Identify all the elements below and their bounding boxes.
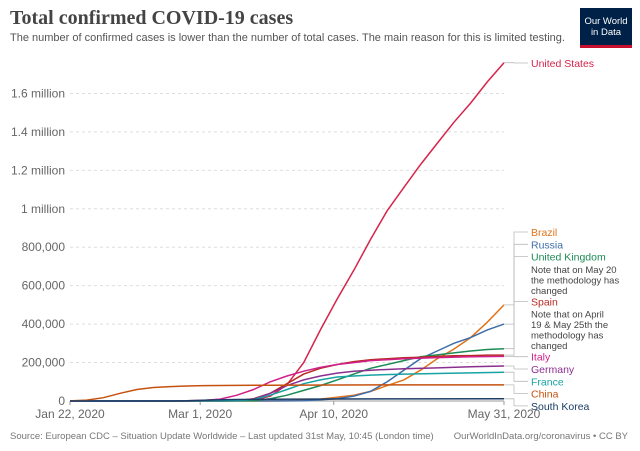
chart-subtitle: The number of confirmed cases is lower t… — [10, 32, 565, 44]
series-label-italy: Italy — [531, 352, 551, 364]
x-tick-label: Apr 10, 2020 — [299, 407, 368, 421]
label-connector — [504, 371, 528, 382]
series-label-china: China — [531, 389, 559, 401]
x-tick-label: Mar 1, 2020 — [168, 407, 232, 421]
y-tick-label: 1.6 million — [11, 86, 65, 100]
series-line-france — [69, 371, 505, 402]
y-tick-label: 1.4 million — [11, 125, 65, 139]
label-connector — [504, 300, 528, 356]
chart-title: Total confirmed COVID-19 cases — [10, 7, 294, 29]
y-tick-label: 400,000 — [22, 317, 66, 331]
series-group — [69, 62, 505, 402]
owid-logo[interactable]: Our World in Data — [580, 8, 632, 48]
label-connector — [504, 398, 528, 407]
series-line-italy — [69, 355, 505, 402]
series-line-russia — [69, 323, 505, 402]
y-tick-label: 600,000 — [22, 279, 66, 293]
series-label-germany: Germany — [531, 364, 575, 376]
series-line-china — [69, 384, 504, 402]
y-tick-label: 0 — [58, 394, 65, 408]
logo-line-1: Our World — [584, 16, 628, 27]
series-label-south-korea: South Korea — [531, 401, 590, 413]
x-axis: Jan 22, 2020 Mar 1, 2020 Apr 10, 2020 May 3… — [35, 401, 541, 421]
label-connector — [504, 256, 528, 350]
x-tick-label: Jan 22, 2020 — [35, 407, 105, 421]
series-label-france: France — [531, 376, 564, 388]
y-axis: 0 200,000 400,000 600,000 800,000 1 million 1.… — [11, 86, 504, 408]
series-line-south-korea — [70, 398, 505, 402]
label-connector — [504, 365, 528, 370]
series-line-spain — [70, 354, 504, 402]
series-line-brazil — [70, 304, 505, 402]
y-tick-label: 200,000 — [22, 356, 66, 370]
label-connector — [504, 384, 528, 395]
note-label-united-kingdom: Note that on May 20 the methodology has ch… — [531, 265, 619, 297]
series-label-russia: Russia — [531, 239, 563, 251]
footer-link[interactable]: OurWorldInData.org/coronavirus • CC BY — [453, 431, 628, 442]
y-tick-label: 1.2 million — [11, 163, 65, 177]
y-tick-label: 800,000 — [22, 240, 66, 254]
series-label-united-kingdom: United Kingdom — [531, 252, 606, 264]
series-label-united-states: United States — [531, 58, 594, 70]
x-tick-label: May 31, 2020 — [468, 407, 541, 421]
y-tick-label: 1 million — [21, 202, 65, 216]
series-label-brazil: Brazil — [531, 227, 557, 239]
label-connector — [504, 231, 528, 306]
logo-line-2: in Data — [590, 27, 622, 38]
series-label-spain: Spain — [531, 296, 558, 308]
note-label-spain: Note that on April 19 & May 25th the metho… — [531, 310, 608, 353]
source-note: Source: European CDC – Situation Update … — [10, 431, 434, 442]
